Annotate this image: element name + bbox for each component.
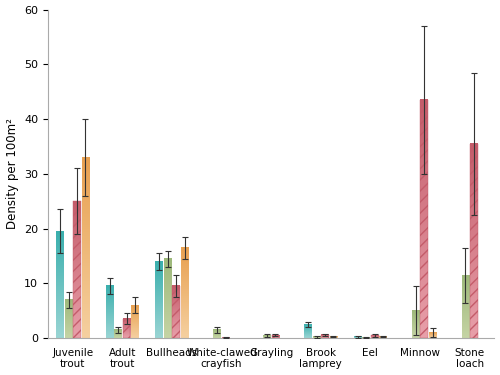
Bar <box>470 144 478 338</box>
Y-axis label: Density per 100m²: Density per 100m² <box>6 118 18 229</box>
Bar <box>122 319 130 338</box>
Bar <box>73 201 81 338</box>
Bar <box>172 286 180 338</box>
Bar <box>272 335 280 338</box>
Bar <box>321 335 329 338</box>
Bar <box>420 100 428 338</box>
Bar <box>371 335 378 338</box>
